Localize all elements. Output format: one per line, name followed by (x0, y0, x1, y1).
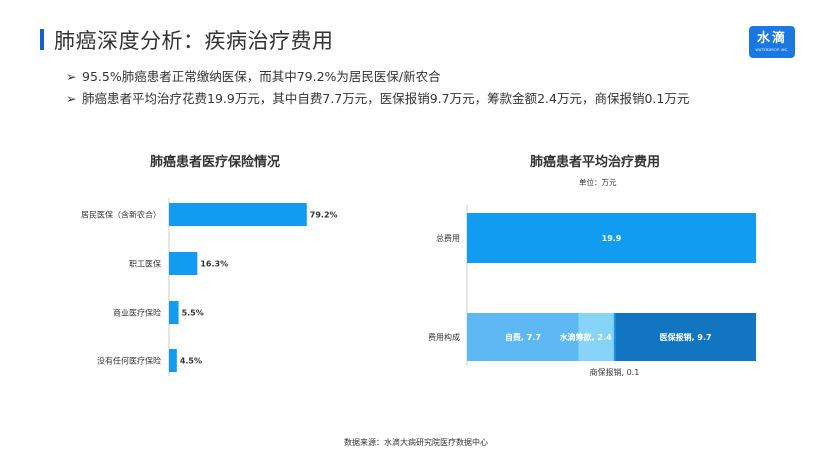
category-label: 总费用 (436, 233, 460, 243)
cost-chart-unit: 单位：万元 (579, 178, 617, 187)
bar-segment (467, 313, 579, 361)
category-label: 商业医疗保险 (113, 308, 161, 318)
category-label: 居民医保（含新农合） (81, 210, 161, 220)
bar-segment (615, 313, 756, 361)
bar (467, 213, 756, 263)
logo-text: 水滴 (756, 31, 787, 46)
data-label: 医保报销, 9.7 (660, 332, 712, 342)
arrow-icon: ➢ (66, 91, 77, 106)
bar-segment (613, 313, 616, 361)
insurance-chart-title: 肺癌患者医疗保险情况 (150, 155, 281, 170)
title-accent-bar (40, 29, 44, 50)
data-source: 数据来源：水滴大病研究院医疗数据中心 (344, 438, 488, 447)
data-label: 19.9 (602, 234, 622, 243)
logo-subtext: WATERDROP INC. (755, 48, 789, 52)
category-label: 费用构成 (428, 332, 460, 342)
bar (169, 349, 177, 372)
arrow-icon: ➢ (66, 69, 77, 84)
waterdrop-logo: 水滴 WATERDROP INC. (749, 26, 795, 58)
data-label: 16.3% (200, 260, 228, 269)
bar (169, 301, 179, 324)
data-label: 商保报销, 0.1 (589, 367, 639, 377)
cost-chart-title: 肺癌患者平均治疗费用 (530, 155, 661, 170)
page-title: 肺癌深度分析：疾病治疗费用 (54, 29, 334, 53)
bar-segment (578, 313, 614, 361)
data-label: 79.2% (310, 211, 338, 220)
bullet-text: 肺癌患者平均治疗花费19.9万元，其中自费7.7万元，医保报销9.7万元，筹款金… (82, 91, 690, 106)
data-label: 5.5% (182, 309, 204, 318)
bar (169, 203, 307, 226)
bullet-item: ➢ 95.5%肺癌患者正常缴纳医保，而其中79.2%为居民医保/新农合 (66, 66, 689, 88)
summary-bullets: ➢ 95.5%肺癌患者正常缴纳医保，而其中79.2%为居民医保/新农合 ➢ 肺癌患者… (66, 66, 689, 110)
category-label: 没有任何医疗保险 (97, 356, 161, 366)
bullet-text: 95.5%肺癌患者正常缴纳医保，而其中79.2%为居民医保/新农合 (82, 69, 441, 84)
category-label: 职工医保 (129, 259, 161, 269)
bar (169, 252, 198, 275)
data-label: 水滴筹款, 2.4 (559, 332, 612, 342)
bullet-item: ➢ 肺癌患者平均治疗花费19.9万元，其中自费7.7万元，医保报销9.7万元，筹款… (66, 88, 689, 110)
data-label: 自费, 7.7 (505, 332, 541, 342)
data-label: 4.5% (180, 357, 202, 366)
